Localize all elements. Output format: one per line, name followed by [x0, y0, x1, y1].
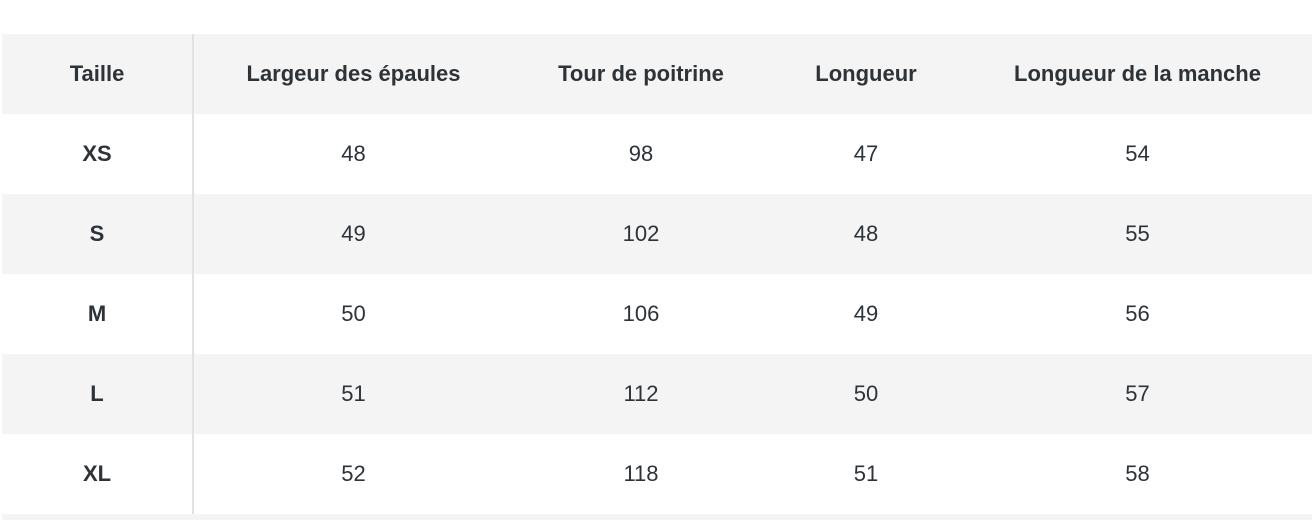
shoulder-width-cell: 49 [193, 194, 513, 274]
shoulder-width-cell: 48 [341, 141, 366, 166]
sleeve-length-cell: 58 [1125, 461, 1150, 486]
table-row: XS 48 98 47 54 [2, 114, 1312, 194]
size-chart-table-container: Taille Largeur des épaules Tour de poitr… [2, 34, 1312, 514]
length-cell: 51 [853, 461, 879, 486]
size-cell: XL [2, 434, 194, 514]
chest-cell: 112 [513, 354, 769, 434]
size-cell: XS [2, 114, 194, 194]
chest-cell: 98 [628, 141, 654, 166]
length-cell: 48 [769, 194, 963, 274]
size-cell: L [2, 354, 194, 434]
chest-cell: 106 [622, 301, 660, 326]
table-row: XL 52 118 51 58 [2, 434, 1312, 514]
length-cell: 47 [853, 141, 879, 166]
shoulder-width-cell: 52 [341, 461, 366, 486]
table-bottom-strip [2, 514, 1312, 520]
table-row: S 49 102 48 55 [2, 194, 1312, 274]
size-cell: M [2, 274, 194, 354]
table-row: L 51 112 50 57 [2, 354, 1312, 434]
column-header-length: Longueur [769, 34, 963, 114]
length-cell: 49 [853, 301, 879, 326]
shoulder-width-cell: 51 [193, 354, 513, 434]
shoulder-width-cell: 50 [341, 301, 366, 326]
table-header-row: Taille Largeur des épaules Tour de poitr… [2, 34, 1312, 114]
column-header-shoulder-width: Largeur des épaules [193, 34, 513, 114]
column-header-sleeve-length: Longueur de la manche [963, 34, 1312, 114]
sleeve-length-cell: 55 [963, 194, 1312, 274]
size-cell: S [2, 194, 194, 274]
length-cell: 50 [769, 354, 963, 434]
size-chart-table: Taille Largeur des épaules Tour de poitr… [2, 34, 1312, 514]
chest-cell: 118 [623, 461, 659, 486]
sleeve-length-cell: 54 [1125, 141, 1150, 166]
column-header-size: Taille [2, 34, 194, 114]
chest-cell: 102 [513, 194, 769, 274]
sleeve-length-cell: 56 [1125, 301, 1150, 326]
table-row: M 50 106 49 56 [2, 274, 1312, 354]
column-header-chest: Tour de poitrine [513, 34, 769, 114]
sleeve-length-cell: 57 [963, 354, 1312, 434]
